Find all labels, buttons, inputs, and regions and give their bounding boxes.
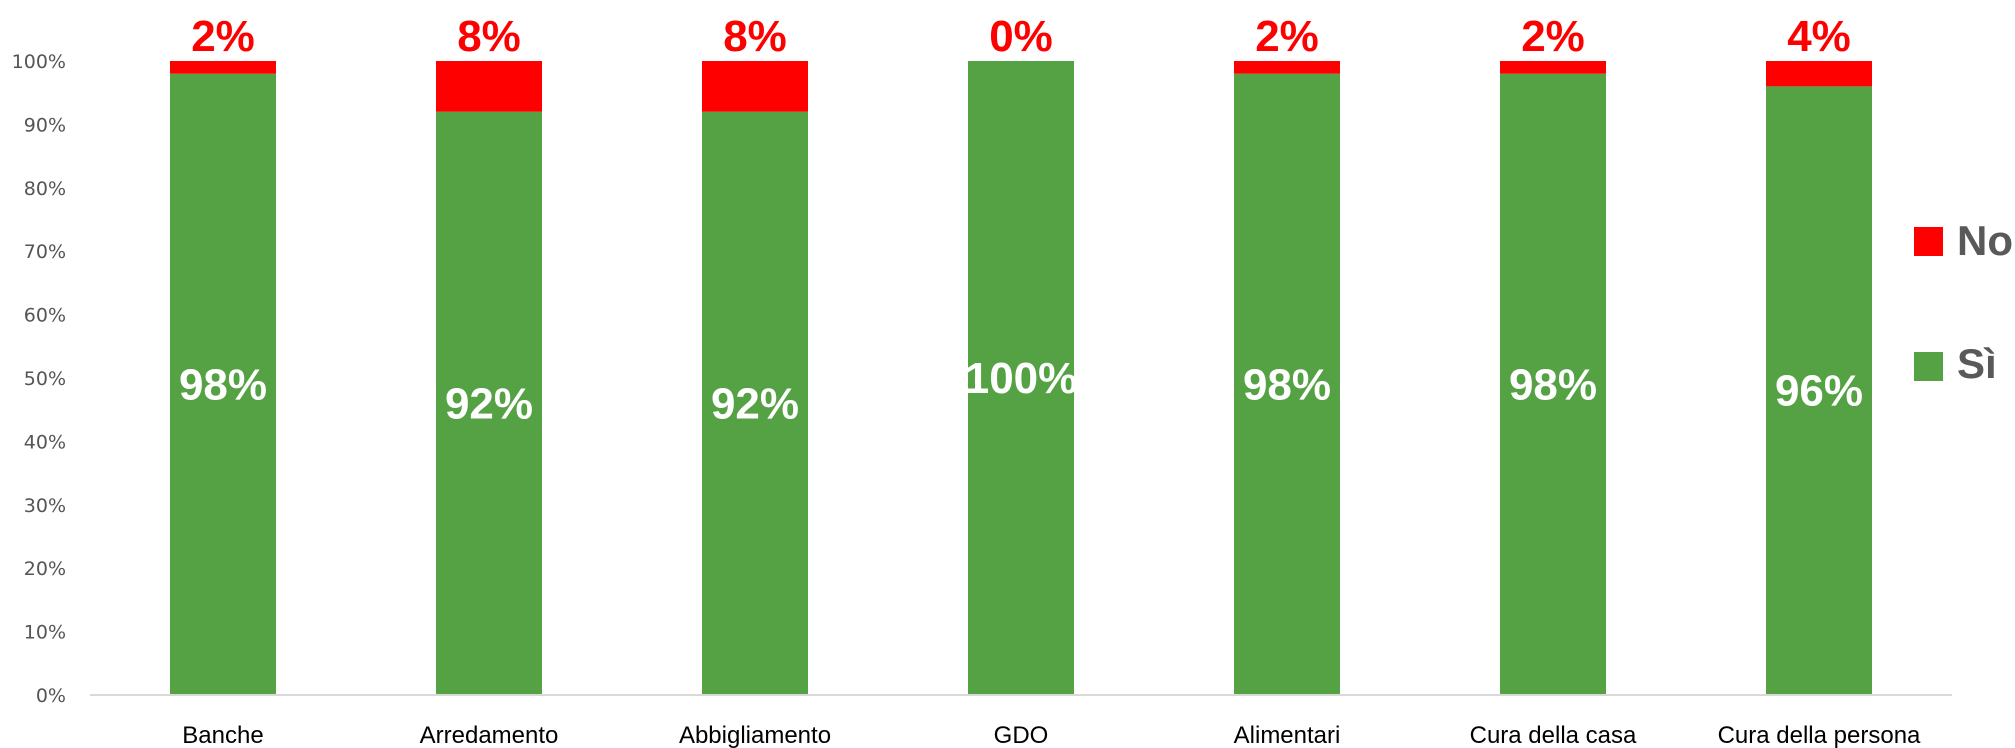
y-tick-label: 70% [24, 241, 66, 263]
legend-si-swatch [1914, 352, 1943, 381]
bar-no [1500, 61, 1606, 74]
data-label-si: 98% [1509, 360, 1597, 409]
bar-no [1234, 61, 1340, 74]
legend: No Sì [1914, 217, 2013, 387]
x-axis: Banche Arredamento Abbigliamento GDO Aliment… [182, 722, 1921, 748]
data-label-si: 98% [179, 360, 267, 409]
data-label-no: 0% [989, 12, 1053, 61]
data-label-no: 8% [457, 12, 521, 61]
bar-si [436, 111, 542, 696]
data-label-si: 92% [711, 379, 799, 428]
bar-si [1234, 73, 1340, 696]
bar-no [702, 61, 808, 112]
legend-no-swatch [1914, 227, 1943, 256]
y-tick-label: 80% [24, 178, 66, 200]
y-tick-label: 60% [24, 305, 66, 327]
bars-area: 98% 2% 92% 8% 92% 8% 100% 0% 98% 2% 98% 2% 96% 4% [170, 12, 1872, 696]
bar-si [1500, 73, 1606, 696]
data-label-no: 2% [191, 12, 255, 61]
x-category-label: Cura della casa [1470, 722, 1637, 748]
data-label-no: 4% [1787, 12, 1851, 61]
y-tick-label: 90% [24, 114, 66, 136]
y-tick-label: 100% [12, 51, 66, 73]
bar-si [702, 111, 808, 696]
x-category-label: Alimentari [1234, 722, 1341, 748]
bar-no [436, 61, 542, 112]
data-label-no: 2% [1255, 12, 1319, 61]
data-label-si: 100% [965, 354, 1078, 403]
x-category-label: Abbigliamento [679, 722, 831, 748]
y-tick-label: 50% [24, 368, 66, 390]
x-category-label: GDO [994, 722, 1049, 748]
bar-si [170, 73, 276, 696]
y-tick-label: 20% [24, 558, 66, 580]
data-label-si: 98% [1243, 360, 1331, 409]
legend-si-label: Sì [1957, 340, 1997, 387]
x-category-label: Banche [182, 722, 263, 748]
y-tick-label: 30% [24, 495, 66, 517]
y-tick-label: 0% [36, 685, 66, 707]
y-axis: 0% 10% 20% 30% 40% 50% 60% 70% 80% 90% 100% [12, 51, 66, 707]
data-label-si: 96% [1775, 367, 1863, 416]
y-tick-label: 10% [24, 622, 66, 644]
data-label-si: 92% [445, 379, 533, 428]
y-tick-label: 40% [24, 431, 66, 453]
bar-si [1766, 86, 1872, 696]
x-category-label: Cura della persona [1718, 722, 1921, 748]
data-label-no: 2% [1521, 12, 1585, 61]
legend-no-label: No [1957, 217, 2013, 264]
bar-no [170, 61, 276, 74]
bar-si [968, 61, 1074, 695]
x-category-label: Arredamento [420, 722, 559, 748]
data-label-no: 8% [723, 12, 787, 61]
bar-no [1766, 61, 1872, 87]
